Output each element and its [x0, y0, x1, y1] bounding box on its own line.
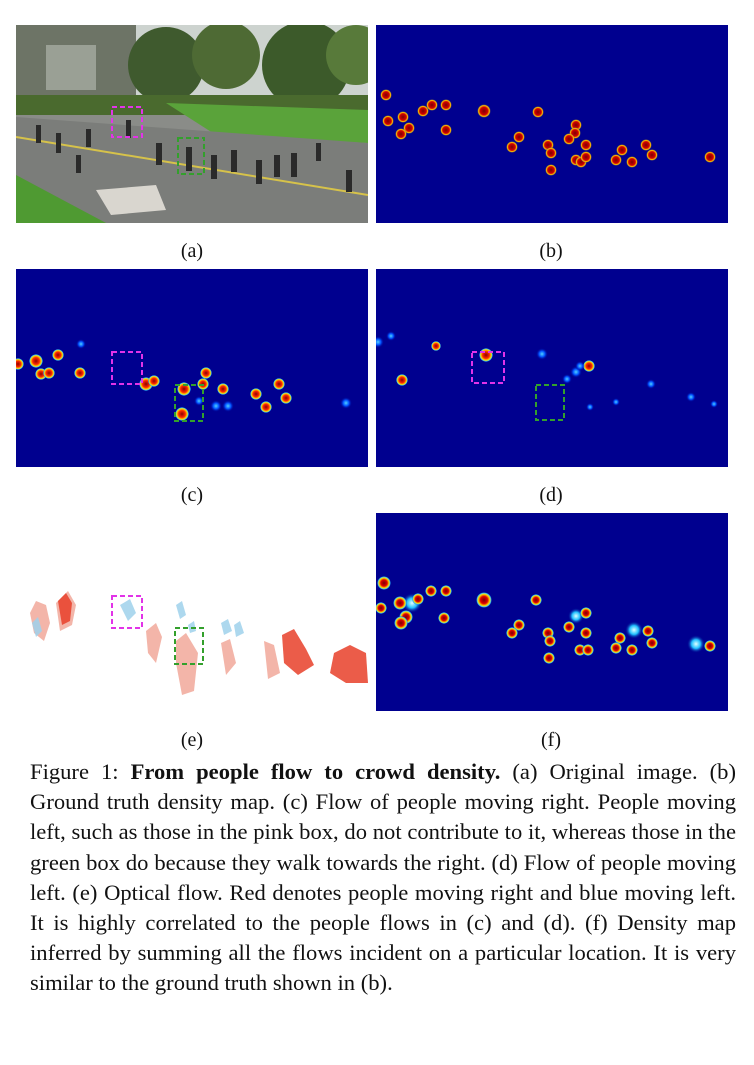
panel-c-flow-right: [16, 269, 368, 467]
label-c: (c): [180, 484, 204, 506]
panel-e-optical-flow: [16, 513, 368, 711]
panel-a-original-image: [16, 25, 368, 223]
panel-d-flow-left: [376, 269, 728, 467]
label-e: (e): [180, 729, 204, 751]
figure-caption: Figure 1: From people flow to crowd dens…: [30, 757, 736, 999]
panel-b-ground-truth-density: [376, 25, 728, 223]
caption-body: (a) Original image. (b) Ground truth den…: [30, 759, 736, 996]
label-f: (f): [541, 729, 561, 751]
caption-title: From people flow to crowd density.: [130, 759, 501, 784]
caption-prefix: Figure 1:: [30, 759, 131, 784]
label-a: (a): [180, 240, 204, 262]
label-b: (b): [539, 240, 563, 262]
label-d: (d): [539, 484, 563, 506]
panel-f-inferred-density: [376, 513, 728, 711]
